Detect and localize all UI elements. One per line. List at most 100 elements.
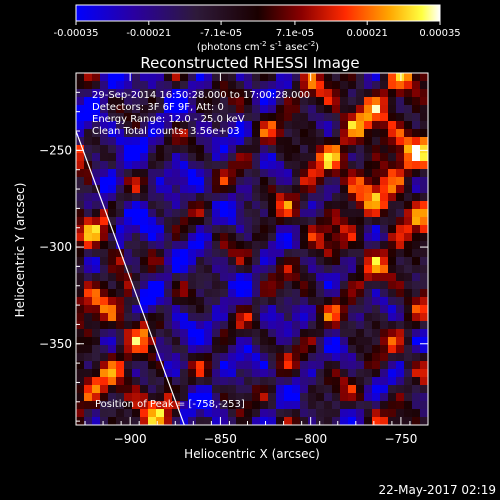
colorbar-tick-label: -0.00035: [54, 28, 99, 39]
heatmap-cell: [204, 273, 213, 282]
heatmap-cell: [348, 321, 357, 330]
heatmap-cell: [260, 209, 269, 218]
heatmap-cell: [356, 121, 365, 130]
heatmap-cell: [132, 361, 141, 370]
heatmap-cell: [372, 153, 381, 162]
heatmap-cell: [196, 329, 205, 338]
heatmap-cell: [268, 353, 277, 362]
heatmap-cell: [348, 257, 357, 266]
heatmap-cell: [164, 289, 173, 298]
heatmap-cell: [396, 241, 405, 250]
heatmap-cell: [356, 169, 365, 178]
heatmap-cell: [396, 369, 405, 378]
heatmap-cell: [172, 313, 181, 322]
heatmap-cell: [412, 121, 421, 130]
heatmap-cell: [380, 281, 389, 290]
heatmap-cell: [188, 73, 197, 82]
heatmap-cell: [388, 193, 397, 202]
heatmap-cell: [372, 73, 381, 82]
heatmap-cell: [148, 97, 157, 106]
heatmap-cell: [116, 281, 125, 290]
heatmap-cell: [204, 201, 213, 210]
heatmap-cell: [140, 265, 149, 274]
heatmap-cell: [332, 257, 341, 266]
heatmap-cell: [236, 321, 245, 330]
heatmap-cell: [92, 265, 101, 274]
heatmap-cell: [172, 417, 181, 425]
heatmap-cell: [180, 313, 189, 322]
heatmap-cell: [348, 113, 357, 122]
heatmap-cell: [260, 97, 269, 106]
heatmap-cell: [180, 145, 189, 154]
heatmap-cell: [156, 265, 165, 274]
heatmap-cell: [404, 297, 413, 306]
heatmap-cell: [268, 305, 277, 314]
heatmap-cell: [172, 153, 181, 162]
heatmap-cell: [340, 137, 349, 146]
heatmap-cell: [156, 409, 165, 418]
heatmap-cell: [252, 225, 261, 234]
heatmap-cell: [404, 249, 413, 258]
heatmap-cell: [396, 225, 405, 234]
heatmap-cell: [196, 81, 205, 90]
heatmap-cell: [116, 121, 125, 130]
heatmap-cell: [148, 169, 157, 178]
heatmap-cell: [332, 385, 341, 394]
heatmap-cell: [116, 201, 125, 210]
heatmap-cell: [196, 337, 205, 346]
heatmap-cell: [316, 361, 325, 370]
heatmap-cell: [244, 113, 253, 122]
heatmap-cell: [212, 321, 221, 330]
heatmap-cell: [124, 361, 133, 370]
heatmap-cell: [324, 201, 333, 210]
heatmap-cell: [148, 361, 157, 370]
heatmap-cell: [348, 201, 357, 210]
heatmap-cell: [100, 201, 109, 210]
heatmap-cell: [156, 201, 165, 210]
heatmap-cell: [388, 289, 397, 298]
heatmap-cell: [156, 145, 165, 154]
heatmap-cell: [340, 337, 349, 346]
heatmap-cell: [148, 321, 157, 330]
heatmap-cell: [340, 105, 349, 114]
heatmap-cell: [180, 385, 189, 394]
heatmap-cell: [308, 73, 317, 82]
heatmap-cell: [180, 249, 189, 258]
heatmap-cell: [276, 201, 285, 210]
heatmap-cell: [212, 313, 221, 322]
heatmap-cell: [204, 89, 213, 98]
heatmap-cell: [124, 369, 133, 378]
heatmap-cell: [84, 337, 93, 346]
heatmap-cell: [124, 409, 133, 418]
heatmap-cell: [92, 89, 101, 98]
info-block: 29-Sep-2014 16:50:28.000 to 17:00:28.000…: [92, 90, 310, 410]
heatmap-cell: [180, 409, 189, 418]
heatmap-cell: [308, 361, 317, 370]
heatmap-cell: [236, 369, 245, 378]
heatmap-cell: [292, 353, 301, 362]
heatmap-cell: [140, 121, 149, 130]
heatmap-cell: [196, 225, 205, 234]
heatmap-cell: [92, 169, 101, 178]
heatmap-cell: [260, 249, 269, 258]
heatmap-cell: [364, 393, 373, 402]
heatmap-cell: [284, 217, 293, 226]
heatmap-cell: [268, 345, 277, 354]
heatmap-cell: [140, 217, 149, 226]
heatmap-cell: [308, 337, 317, 346]
heatmap-cell: [260, 177, 269, 186]
heatmap-cell: [92, 209, 101, 218]
heatmap-cell: [228, 417, 237, 425]
heatmap-cell: [100, 265, 109, 274]
heatmap-cell: [76, 385, 85, 394]
heatmap-cell: [164, 81, 173, 90]
heatmap-cell: [236, 281, 245, 290]
heatmap-cell: [340, 73, 349, 82]
heatmap-cell: [220, 129, 229, 138]
heatmap-cell: [276, 337, 285, 346]
heatmap-cell: [356, 281, 365, 290]
heatmap-cell: [276, 313, 285, 322]
heatmap-cell: [100, 169, 109, 178]
heatmap-cell: [188, 385, 197, 394]
heatmap-cell: [228, 353, 237, 362]
